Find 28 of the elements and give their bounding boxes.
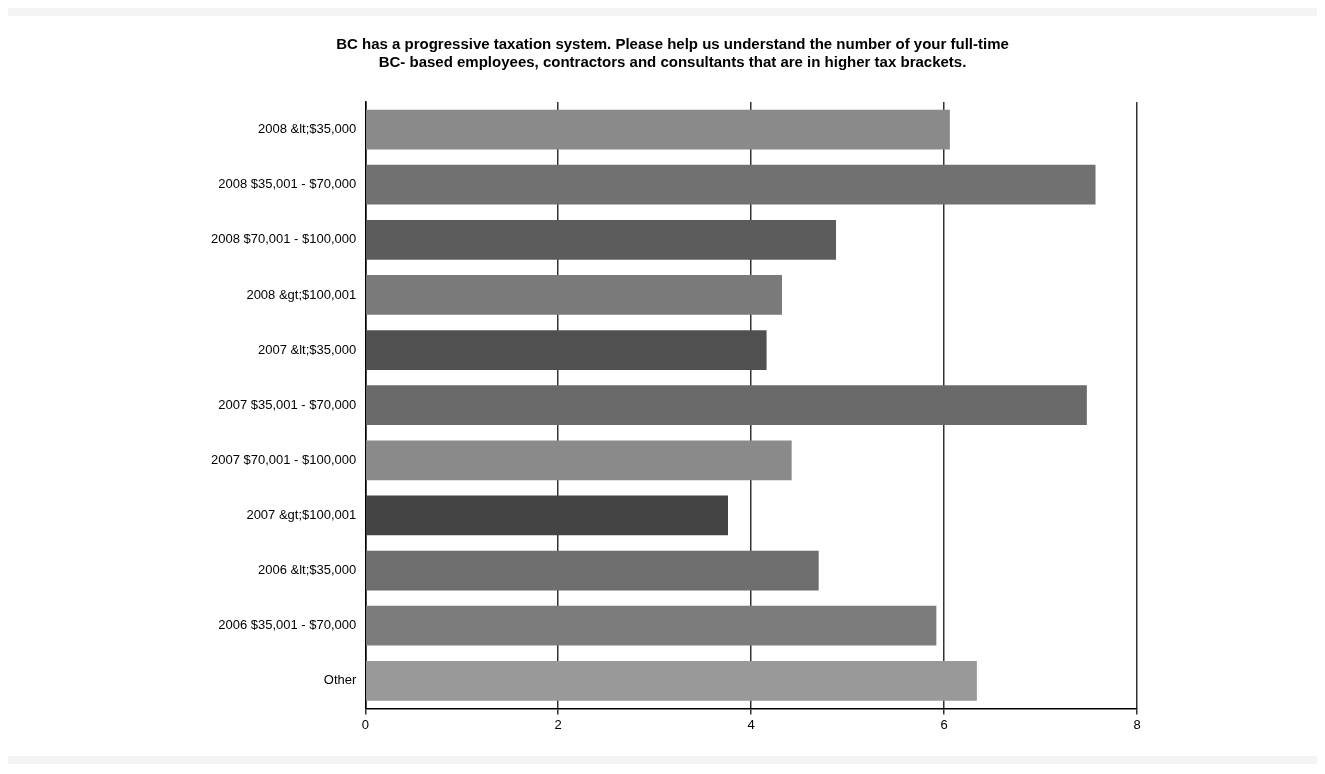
y-tick-label: 2008 &gt;$100,001 xyxy=(246,286,357,302)
bar xyxy=(366,275,783,315)
y-tick-label: 2008 $35,001 - $70,000 xyxy=(218,176,357,192)
bar xyxy=(366,164,1096,205)
bar xyxy=(366,660,977,701)
x-tick-label: 6 xyxy=(940,716,948,732)
y-tick-label: 2008 &lt;$35,000 xyxy=(257,121,357,137)
bar xyxy=(366,605,937,646)
bar xyxy=(366,440,792,481)
bar xyxy=(366,385,1087,426)
chart-title: BC has a progressive taxation system. Please help us understand the number of your full-time BC- based employees, contractors and consultants that are in higher tax brackets. xyxy=(336,35,1009,71)
y-tick-label: 2007 &gt;$100,001 xyxy=(246,507,357,523)
y-tick-label: 2006 &lt;$35,000 xyxy=(257,562,357,578)
y-tick-label: 2008 $70,001 - $100,000 xyxy=(210,231,357,247)
y-tick-label: 2007 &lt;$35,000 xyxy=(257,341,357,357)
bar xyxy=(366,330,767,370)
y-tick-label: 2007 $35,001 - $70,000 xyxy=(218,396,357,412)
y-tick-label: 2007 $70,001 - $100,000 xyxy=(210,451,357,467)
bar xyxy=(366,495,728,536)
x-tick-label: 0 xyxy=(361,716,369,732)
x-tick-label: 2 xyxy=(554,716,562,732)
x-tick-label: 8 xyxy=(1133,716,1141,732)
y-tick-label: Other xyxy=(323,672,357,688)
y-tick-label: 2006 $35,001 - $70,000 xyxy=(218,617,357,633)
bar xyxy=(366,219,837,260)
x-tick-label: 4 xyxy=(747,716,755,732)
bar xyxy=(366,109,950,150)
bar xyxy=(366,550,819,591)
